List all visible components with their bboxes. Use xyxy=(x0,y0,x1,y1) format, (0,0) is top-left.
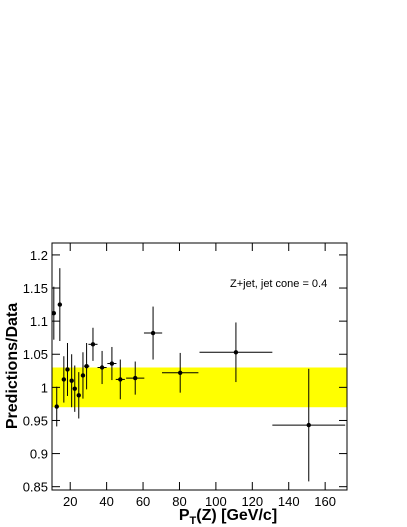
x-label-main: P xyxy=(179,507,190,524)
data-point xyxy=(51,310,57,316)
x-tick-label: 100 xyxy=(205,494,227,509)
y-tick-label: 1.05 xyxy=(23,347,48,362)
y-tick-label: 0.85 xyxy=(23,480,48,495)
x-tick-label: 140 xyxy=(278,494,300,509)
data-point xyxy=(61,377,67,382)
data-point xyxy=(118,377,123,382)
x-tick-label: 80 xyxy=(172,494,186,509)
data-point xyxy=(84,363,89,369)
y-tick-label: 1.1 xyxy=(30,314,48,329)
y-tick-label: 1.2 xyxy=(30,248,48,263)
x-label-sub: T xyxy=(190,515,197,527)
x-tick-label: 20 xyxy=(63,494,77,509)
y-axis-label: Predictions/Data xyxy=(4,303,21,429)
x-axis-label: PT(Z) [GeV/c] xyxy=(179,507,277,527)
y-tick-label: 1 xyxy=(41,380,48,395)
data-point xyxy=(109,361,115,366)
x-tick-label: 40 xyxy=(99,494,113,509)
data-point xyxy=(233,350,239,355)
data-point xyxy=(150,330,156,336)
data-point xyxy=(69,378,74,383)
data-point xyxy=(133,375,138,381)
data-point xyxy=(72,386,77,391)
x-label-rest: (Z) [GeV/c] xyxy=(196,507,277,524)
annotation: Z+jet, jet cone = 0.4 xyxy=(230,278,327,290)
band xyxy=(52,367,347,408)
y-tick-label: 0.95 xyxy=(23,413,48,428)
x-tick-label: 60 xyxy=(136,494,150,509)
data-point xyxy=(54,404,59,409)
data-point xyxy=(76,393,81,398)
data-point xyxy=(90,342,96,347)
data-point xyxy=(306,422,311,428)
data-point xyxy=(65,367,70,372)
x-tick-label: 160 xyxy=(314,494,336,509)
data-point xyxy=(177,370,183,375)
data-point xyxy=(80,373,86,378)
data-point xyxy=(99,365,105,370)
plot-frame xyxy=(51,242,348,491)
y-tick-label: 0.9 xyxy=(30,447,48,462)
data-point xyxy=(57,302,63,307)
x-tick-label: 120 xyxy=(241,494,263,509)
y-tick-label: 1.15 xyxy=(23,281,48,296)
